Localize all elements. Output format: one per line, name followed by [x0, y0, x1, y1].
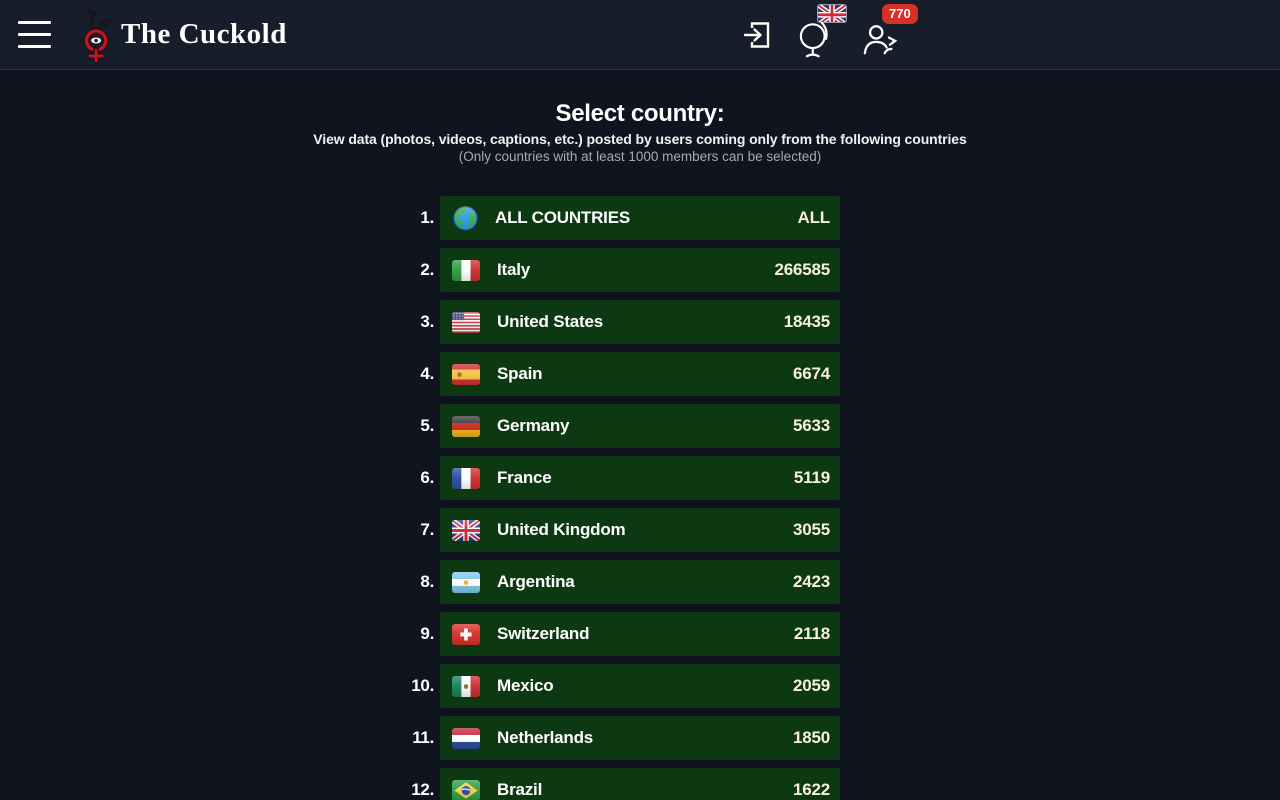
- country-rank: 3.: [420, 312, 434, 331]
- country-name: United Kingdom: [497, 520, 626, 539]
- country-row: 10. Mexico 2059: [411, 664, 840, 708]
- country-rank: 12.: [411, 780, 434, 799]
- country-row: 2. Italy 266585: [420, 248, 840, 292]
- country-name: Netherlands: [497, 728, 594, 747]
- members-badge: 770: [882, 3, 918, 24]
- menu-button[interactable]: [18, 21, 51, 48]
- country-row: 1. ALL COUNTRIES ALL: [420, 196, 840, 240]
- country-rank: 9.: [420, 624, 434, 643]
- france-flag-icon: [452, 467, 480, 489]
- uk-flag-icon: [818, 4, 846, 22]
- country-option[interactable]: United States 18435: [440, 300, 840, 344]
- country-rank: 6.: [420, 468, 434, 487]
- country-rank: 8.: [420, 572, 434, 591]
- brazil-flag-icon: [452, 779, 480, 800]
- country-option[interactable]: United Kingdom 3055: [440, 508, 840, 552]
- country-name: Mexico: [497, 676, 554, 695]
- main-content: Select country: View data (photos, video…: [0, 100, 1280, 800]
- hamburger-icon: [18, 21, 51, 24]
- country-name: Spain: [497, 364, 543, 383]
- country-list: 1. ALL COUNTRIES ALL 2. Italy 266585 3. …: [411, 196, 840, 800]
- country-option[interactable]: Mexico 2059: [440, 664, 840, 708]
- country-row: 4. Spain 6674: [420, 352, 840, 396]
- country-count: 2059: [792, 676, 830, 695]
- country-name: ALL COUNTRIES: [495, 208, 630, 227]
- country-option[interactable]: ALL COUNTRIES ALL: [440, 196, 840, 240]
- country-rank: 5.: [420, 416, 434, 435]
- country-option[interactable]: Spain 6674: [440, 352, 840, 396]
- country-rank: 4.: [420, 364, 434, 383]
- us-flag-icon: [452, 311, 480, 333]
- country-count: 5119: [793, 468, 830, 487]
- page-note: (Only countries with at least 1000 membe…: [458, 149, 822, 164]
- switzerland-flag-icon: [452, 623, 480, 645]
- spain-flag-icon: [452, 363, 480, 385]
- country-option[interactable]: Argentina 2423: [440, 560, 840, 604]
- country-count: 266585: [774, 260, 830, 279]
- country-rank: 7.: [420, 520, 434, 539]
- germany-flag-icon: [452, 415, 480, 437]
- country-count: 3055: [792, 520, 830, 539]
- country-count: 1622: [792, 780, 830, 799]
- argentina-flag-icon: [452, 571, 480, 593]
- mexico-flag-icon: [452, 675, 480, 697]
- country-count: 6674: [792, 364, 830, 383]
- login-icon[interactable]: [742, 19, 772, 51]
- country-row: 3. United States 18435: [420, 300, 840, 344]
- country-row: 8. Argentina 2423: [420, 560, 840, 604]
- country-name: Germany: [497, 416, 570, 435]
- country-row: 11. Netherlands 1850: [412, 716, 840, 760]
- country-option[interactable]: Netherlands 1850: [440, 716, 840, 760]
- country-option[interactable]: Brazil 1622: [440, 768, 840, 800]
- country-count: 5633: [792, 416, 830, 435]
- country-row: 5. Germany 5633: [420, 404, 840, 448]
- country-option[interactable]: Switzerland 2118: [440, 612, 840, 656]
- country-count: 2423: [792, 572, 830, 591]
- country-name: Italy: [497, 260, 531, 279]
- country-name: Switzerland: [497, 624, 590, 643]
- country-name: United States: [497, 312, 604, 331]
- country-name: France: [497, 468, 552, 487]
- uk-flag-icon: [452, 519, 480, 541]
- members-icon[interactable]: 770: [859, 3, 918, 57]
- brand-logo-icon: [77, 7, 117, 65]
- page-subtitle: View data (photos, videos, captions, etc…: [313, 131, 967, 147]
- language-globe-icon[interactable]: [798, 4, 846, 59]
- country-count: 2118: [793, 624, 830, 643]
- country-count: ALL: [797, 208, 831, 227]
- italy-flag-icon: [452, 259, 480, 281]
- country-rank: 1.: [420, 208, 434, 227]
- country-name: Brazil: [497, 780, 543, 799]
- country-row: 12. Brazil 1622: [411, 768, 840, 800]
- country-option[interactable]: France 5119: [440, 456, 840, 500]
- country-option[interactable]: Germany 5633: [440, 404, 840, 448]
- country-row: 9. Switzerland 2118: [420, 612, 840, 656]
- country-rank: 2.: [420, 260, 434, 279]
- country-rank: 10.: [411, 676, 434, 695]
- country-count: 18435: [783, 312, 830, 331]
- brand-title: The Cuckold: [121, 18, 287, 50]
- header: The Cuckold: [0, 0, 1280, 70]
- country-name: Argentina: [497, 572, 575, 591]
- brand[interactable]: The Cuckold: [77, 5, 287, 65]
- globe-flag-icon: [453, 205, 478, 231]
- header-actions: 770: [742, 0, 918, 69]
- page-title: Select country:: [555, 100, 725, 127]
- country-rank: 11.: [412, 728, 434, 747]
- country-count: 1850: [792, 728, 830, 747]
- country-row: 7. United Kingdom 3055: [420, 508, 840, 552]
- country-option[interactable]: Italy 266585: [440, 248, 840, 292]
- country-row: 6. France 5119: [420, 456, 840, 500]
- netherlands-flag-icon: [452, 727, 480, 749]
